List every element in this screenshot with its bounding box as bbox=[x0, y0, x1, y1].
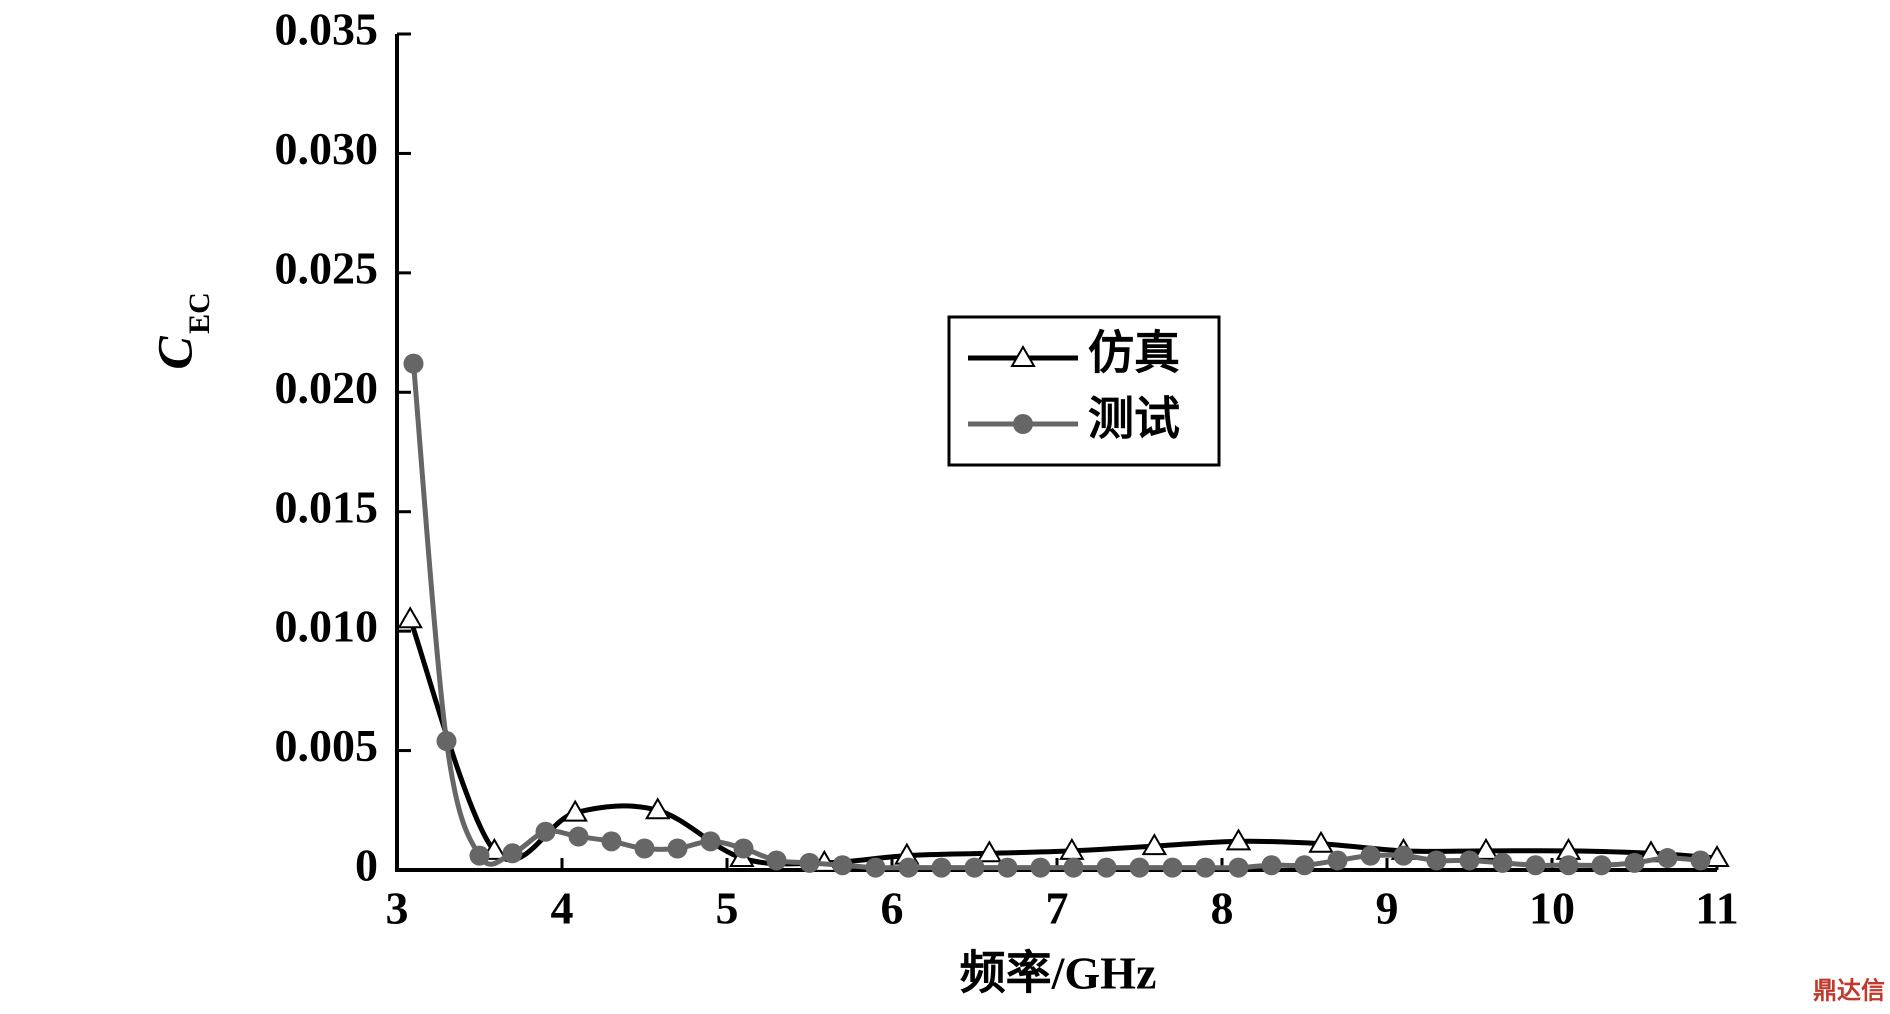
marker bbox=[1261, 855, 1282, 876]
legend-marker bbox=[1010, 345, 1036, 367]
y-tick-label: 0.020 bbox=[275, 362, 379, 413]
marker bbox=[1690, 850, 1711, 871]
marker bbox=[1308, 830, 1334, 853]
legend-marker bbox=[1013, 414, 1033, 434]
series-line bbox=[407, 618, 1718, 867]
marker bbox=[700, 831, 721, 852]
marker bbox=[1162, 857, 1183, 878]
marker bbox=[1558, 855, 1579, 876]
marker bbox=[1327, 850, 1348, 871]
marker bbox=[964, 857, 985, 878]
marker bbox=[1525, 855, 1546, 876]
y-tick-label: 0.005 bbox=[275, 720, 379, 771]
marker bbox=[1459, 850, 1480, 871]
y-tick-label: 0 bbox=[355, 840, 378, 891]
x-tick-label: 7 bbox=[1046, 883, 1069, 934]
marker bbox=[562, 799, 588, 822]
marker bbox=[634, 838, 655, 859]
marker bbox=[766, 850, 787, 871]
marker bbox=[502, 843, 523, 864]
y-axis-label-main: C bbox=[146, 336, 202, 370]
x-tick-label: 3 bbox=[386, 883, 409, 934]
x-tick-label: 8 bbox=[1211, 883, 1234, 934]
marker bbox=[931, 857, 952, 878]
marker bbox=[1360, 845, 1381, 866]
marker bbox=[644, 797, 671, 820]
marker bbox=[976, 840, 1003, 863]
marker bbox=[1624, 852, 1645, 873]
marker bbox=[1225, 828, 1252, 851]
x-tick-label: 6 bbox=[881, 883, 904, 934]
marker bbox=[799, 852, 820, 873]
marker bbox=[733, 838, 754, 859]
y-tick-label: 0.025 bbox=[275, 242, 379, 293]
legend-box bbox=[947, 315, 1221, 467]
marker bbox=[535, 821, 556, 842]
y-axis-label-sub: EC bbox=[183, 292, 216, 334]
marker bbox=[667, 838, 688, 859]
marker bbox=[1704, 845, 1730, 868]
x-axis-label: 频率/GHz bbox=[960, 948, 1157, 999]
marker bbox=[1195, 857, 1216, 878]
marker bbox=[865, 857, 886, 878]
marker bbox=[397, 606, 423, 629]
x-tick-label: 9 bbox=[1376, 883, 1399, 934]
x-tick-label: 10 bbox=[1529, 883, 1575, 934]
x-tick-label: 11 bbox=[1695, 883, 1738, 934]
marker bbox=[1228, 857, 1249, 878]
marker bbox=[1426, 850, 1447, 871]
marker bbox=[1294, 855, 1315, 876]
marker bbox=[1129, 857, 1150, 878]
marker bbox=[1030, 857, 1051, 878]
marker bbox=[1473, 837, 1499, 860]
marker bbox=[1591, 855, 1612, 876]
y-axis-label: C EC bbox=[146, 292, 215, 370]
y-tick-label: 0.010 bbox=[275, 601, 379, 652]
marker bbox=[436, 731, 457, 752]
y-tick-label: 0.015 bbox=[275, 481, 379, 532]
y-tick-label: 0.030 bbox=[275, 123, 379, 174]
marker bbox=[1063, 857, 1084, 878]
marker bbox=[1393, 845, 1414, 866]
marker bbox=[1657, 848, 1678, 869]
y-tick-label: 0.035 bbox=[275, 4, 379, 55]
x-tick-label: 5 bbox=[716, 883, 739, 934]
marker bbox=[568, 826, 589, 847]
legend-label: 测试 bbox=[1088, 394, 1180, 445]
legend-label: 仿真 bbox=[1088, 328, 1180, 379]
marker bbox=[1492, 852, 1513, 873]
marker bbox=[1141, 833, 1168, 856]
marker bbox=[898, 857, 919, 878]
x-tick-label: 4 bbox=[551, 883, 574, 934]
marker bbox=[403, 353, 424, 374]
marker bbox=[1096, 857, 1117, 878]
marker bbox=[832, 855, 853, 876]
marker bbox=[997, 857, 1018, 878]
marker bbox=[601, 831, 622, 852]
watermark: 鼎达信 bbox=[1813, 977, 1885, 1005]
marker bbox=[469, 845, 490, 866]
